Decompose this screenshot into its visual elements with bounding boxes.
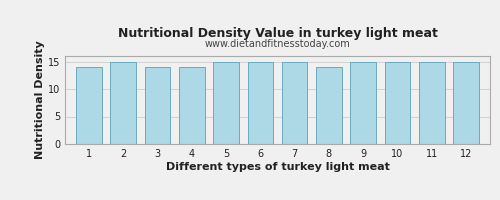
Text: www.dietandfitnesstoday.com: www.dietandfitnesstoday.com <box>204 39 350 49</box>
Bar <box>384 62 410 144</box>
Title: Nutritional Density Value in turkey light meat: Nutritional Density Value in turkey ligh… <box>118 27 438 40</box>
Bar <box>144 67 171 144</box>
Bar <box>213 62 239 144</box>
Y-axis label: Nutritional Density: Nutritional Density <box>35 41 45 159</box>
Bar <box>419 62 444 144</box>
Bar <box>350 62 376 144</box>
X-axis label: Different types of turkey light meat: Different types of turkey light meat <box>166 162 390 172</box>
Bar <box>248 62 273 144</box>
Bar <box>282 62 308 144</box>
Bar <box>179 67 204 144</box>
Bar <box>453 62 479 144</box>
Bar <box>316 67 342 144</box>
Bar <box>76 67 102 144</box>
Bar <box>110 62 136 144</box>
